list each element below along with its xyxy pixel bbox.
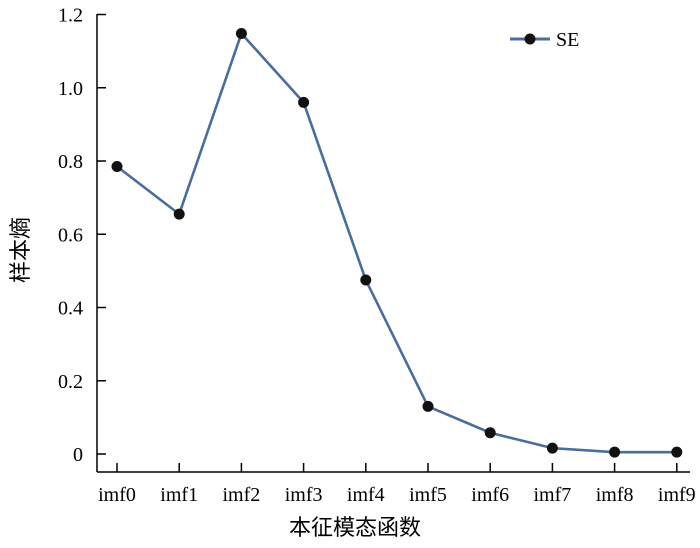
data-point-imf3 (298, 96, 310, 108)
y-tick-label: 0.4 (58, 298, 83, 320)
y-axis: 0 0.2 0.4 0.6 0.8 1.0 1.2 (58, 5, 106, 472)
data-point-imf0 (111, 160, 123, 172)
x-tick-label: imf1 (160, 484, 198, 506)
data-point-imf6 (484, 427, 496, 439)
data-point-imf9 (671, 446, 683, 458)
legend: SE (510, 29, 579, 51)
data-point-imf2 (235, 28, 247, 40)
data-point-imf1 (173, 208, 185, 220)
y-tick-label: 0.2 (58, 371, 83, 393)
x-tick-label: imf8 (596, 484, 634, 506)
x-ticks: imf0 imf1 imf2 imf3 imf4 imf5 imf6 imf7 imf8 imf9 (98, 463, 696, 506)
series-line-se (116, 32, 677, 454)
x-tick-label: imf5 (409, 484, 447, 506)
data-point-imf8 (609, 446, 621, 458)
x-tick-label: imf2 (223, 484, 261, 506)
series-layer (111, 28, 683, 458)
y-tick-label: 1.0 (58, 78, 83, 100)
x-tick-label: imf3 (285, 484, 323, 506)
y-ticks: 0 0.2 0.4 0.6 0.8 1.0 1.2 (58, 5, 106, 466)
data-point-imf7 (546, 442, 558, 454)
y-tick-label: 1.2 (58, 5, 83, 27)
x-tick-label: imf9 (658, 484, 696, 506)
y-tick-label: 0 (73, 444, 83, 466)
x-tick-label: imf7 (534, 484, 572, 506)
x-tick-label: imf4 (347, 484, 385, 506)
y-axis-title: 样本熵 (9, 217, 34, 283)
legend-label: SE (556, 29, 579, 51)
x-tick-label: imf6 (471, 484, 509, 506)
data-point-imf5 (422, 400, 434, 412)
y-tick-label: 0.6 (58, 224, 83, 246)
data-point-imf4 (360, 274, 372, 286)
legend-marker-sample (524, 33, 536, 45)
x-axis: imf0 imf1 imf2 imf3 imf4 imf5 imf6 imf7 imf8 imf9 (97, 463, 696, 506)
x-tick-label: imf0 (98, 484, 136, 506)
y-tick-label: 0.8 (58, 151, 83, 173)
x-axis-title: 本征模态函数 (289, 516, 421, 541)
